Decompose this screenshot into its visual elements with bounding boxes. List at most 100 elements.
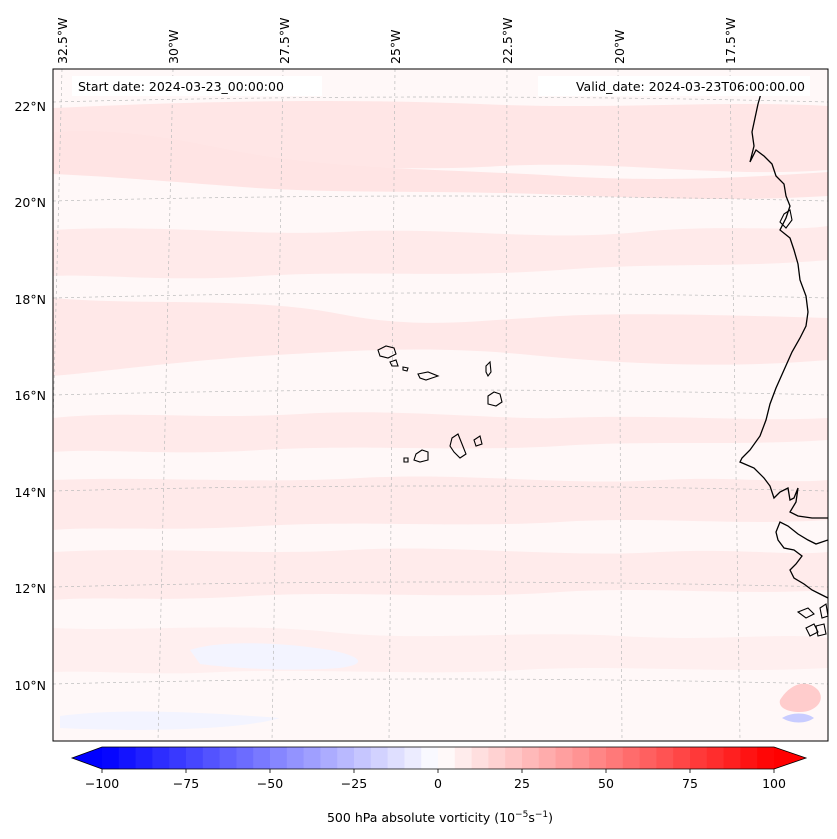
gridline-lat <box>53 389 828 396</box>
african-coastline <box>739 89 828 519</box>
colorbar-tick-label: 50 <box>598 776 614 791</box>
colorbar-cell <box>303 747 321 769</box>
colorbar-cell <box>253 747 271 769</box>
colorbar-cell <box>186 747 204 769</box>
lat-label: 10°N <box>14 678 46 693</box>
islet <box>779 209 793 229</box>
gridline-lon <box>504 69 508 741</box>
cape-verde-islands <box>377 345 503 463</box>
island-fogo <box>413 449 429 463</box>
colorbar-cell <box>656 747 674 769</box>
lon-label: 30°W <box>166 29 181 64</box>
colorbar-cell <box>606 747 624 769</box>
colorbar-cell <box>673 747 691 769</box>
vorticity-band-positive <box>53 476 828 530</box>
start-date-box <box>72 76 322 96</box>
lat-label: 16°N <box>14 388 46 403</box>
colorbar-cell <box>370 747 388 769</box>
islet <box>796 607 815 619</box>
colorbar-cell <box>438 747 456 769</box>
vorticity-band-positive <box>53 548 828 600</box>
coastline <box>739 89 828 637</box>
island-santo-antao <box>377 345 397 359</box>
lon-label: 17.5°W <box>723 18 738 64</box>
islet <box>815 623 827 637</box>
gridline-lat <box>53 678 828 685</box>
vorticity-band-positive <box>53 131 828 200</box>
colorbar-tick-label: −50 <box>257 776 283 791</box>
colorbar-cell <box>589 747 607 769</box>
lat-label: 22°N <box>14 99 46 114</box>
colorbar-cell <box>522 747 540 769</box>
colorbar-cell <box>236 747 254 769</box>
start-date-text: Start date: 2024-03-23_00:00:00 <box>78 79 284 94</box>
vorticity-band-positive <box>53 226 828 279</box>
colorbar-cell <box>135 747 153 769</box>
gridline-lat <box>53 292 828 299</box>
gridline-lon <box>271 69 284 741</box>
islet <box>819 603 828 619</box>
colorbar-label: 500 hPa absolute vorticity (10−5s−1) <box>327 810 553 825</box>
colorbar-cell <box>757 747 775 769</box>
colorbar-cell <box>706 747 724 769</box>
colorbar-cell <box>471 747 489 769</box>
lon-label: 32.5°W <box>55 18 70 64</box>
vorticity-band-positive <box>53 412 828 453</box>
colorbar-ticks: −100 −75 −50 −25 0 25 50 75 100 <box>85 769 786 791</box>
gridline-lat <box>53 195 828 202</box>
colorbar-cell <box>639 747 657 769</box>
colorbar-cell <box>102 747 120 769</box>
gridline-lat <box>53 485 828 492</box>
colorbar-cell <box>354 747 372 769</box>
african-coastline <box>775 521 828 599</box>
vorticity-spot-high <box>779 683 821 712</box>
colorbar-tick-label: −75 <box>173 776 199 791</box>
valid-date-box <box>538 76 810 96</box>
colorbar-tick-label: −100 <box>85 776 119 791</box>
gridline-lon <box>729 69 741 741</box>
colorbar-extend-low <box>72 747 102 769</box>
colorbar-tick-label: 25 <box>514 776 530 791</box>
vorticity-spot-low <box>782 713 814 723</box>
latitude-labels: 22°N 20°N 18°N 16°N 14°N 12°N 10°N <box>14 99 46 693</box>
vorticity-band-negative <box>60 711 280 730</box>
colorbar-cell <box>454 747 472 769</box>
colorbar-tick-label: −25 <box>341 776 367 791</box>
graticule <box>53 69 828 741</box>
island-sao-nicolau <box>417 371 440 381</box>
island-sal <box>485 360 492 378</box>
colorbar-cell <box>337 747 355 769</box>
colorbar-cell <box>320 747 338 769</box>
gridline-lon <box>157 69 174 741</box>
colorbar-tick-label: 75 <box>682 776 698 791</box>
vorticity-band-positive <box>53 298 828 376</box>
map-frame <box>52 68 829 742</box>
colorbar-cells <box>102 747 775 769</box>
colorbar-cell <box>723 747 741 769</box>
vorticity-field <box>53 101 828 730</box>
island-maio <box>473 435 483 447</box>
map-panel: Start date: 2024-03-23_00:00:00 Valid_da… <box>52 68 829 742</box>
lon-label: 22.5°W <box>500 18 515 64</box>
colorbar-cell <box>219 747 237 769</box>
lat-label: 18°N <box>14 292 46 307</box>
valid-date-text: Valid_date: 2024-03-23T06:00:00.00 <box>576 79 805 94</box>
gridline-lat <box>53 581 828 588</box>
lon-label: 25°W <box>388 29 403 64</box>
colorbar: −100 −75 −50 −25 0 25 50 75 100 500 hPa absolute… <box>70 746 808 825</box>
colorbar-cell <box>387 747 405 769</box>
colorbar-cell <box>118 747 136 769</box>
colorbar-cell <box>202 747 220 769</box>
colorbar-cell <box>421 747 439 769</box>
colorbar-cell <box>286 747 304 769</box>
island-brava <box>403 457 409 463</box>
vorticity-band-negative <box>190 643 359 670</box>
colorbar-cell <box>622 747 640 769</box>
colorbar-cell <box>152 747 170 769</box>
colorbar-cell <box>169 747 187 769</box>
islet <box>805 623 819 637</box>
colorbar-extend-high <box>774 747 806 769</box>
lon-label: 20°W <box>612 29 627 64</box>
longitude-labels: 32.5°W 30°W 27.5°W 25°W 22.5°W 20°W 17.5… <box>55 18 738 64</box>
